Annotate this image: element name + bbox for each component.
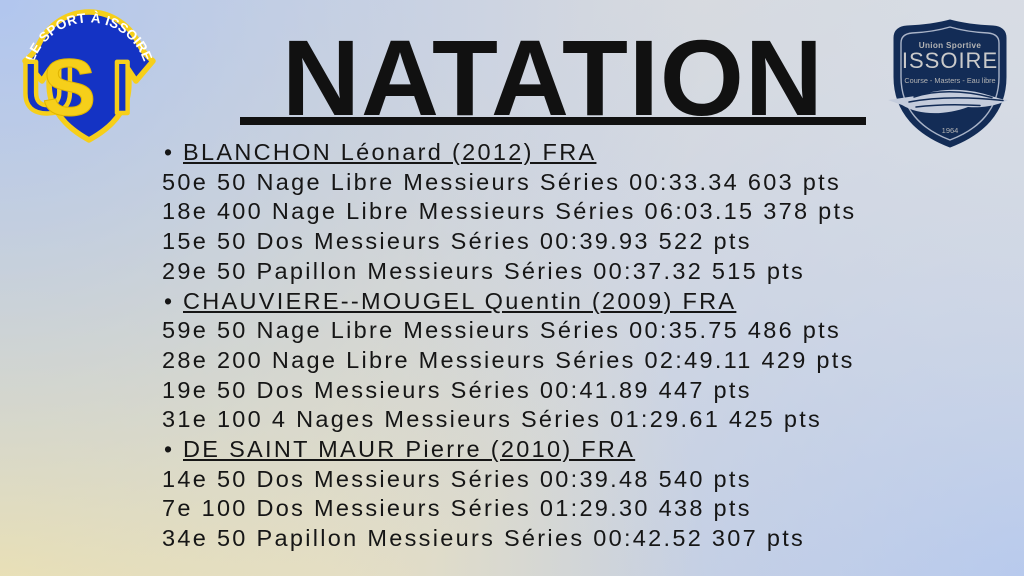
svg-text:ISSOIRE: ISSOIRE — [902, 48, 998, 73]
svg-text:S: S — [42, 43, 96, 133]
svg-text:1964: 1964 — [942, 126, 959, 135]
svg-text:I: I — [112, 46, 133, 129]
svg-text:Course - Masters - Eau libre: Course - Masters - Eau libre — [904, 76, 995, 85]
